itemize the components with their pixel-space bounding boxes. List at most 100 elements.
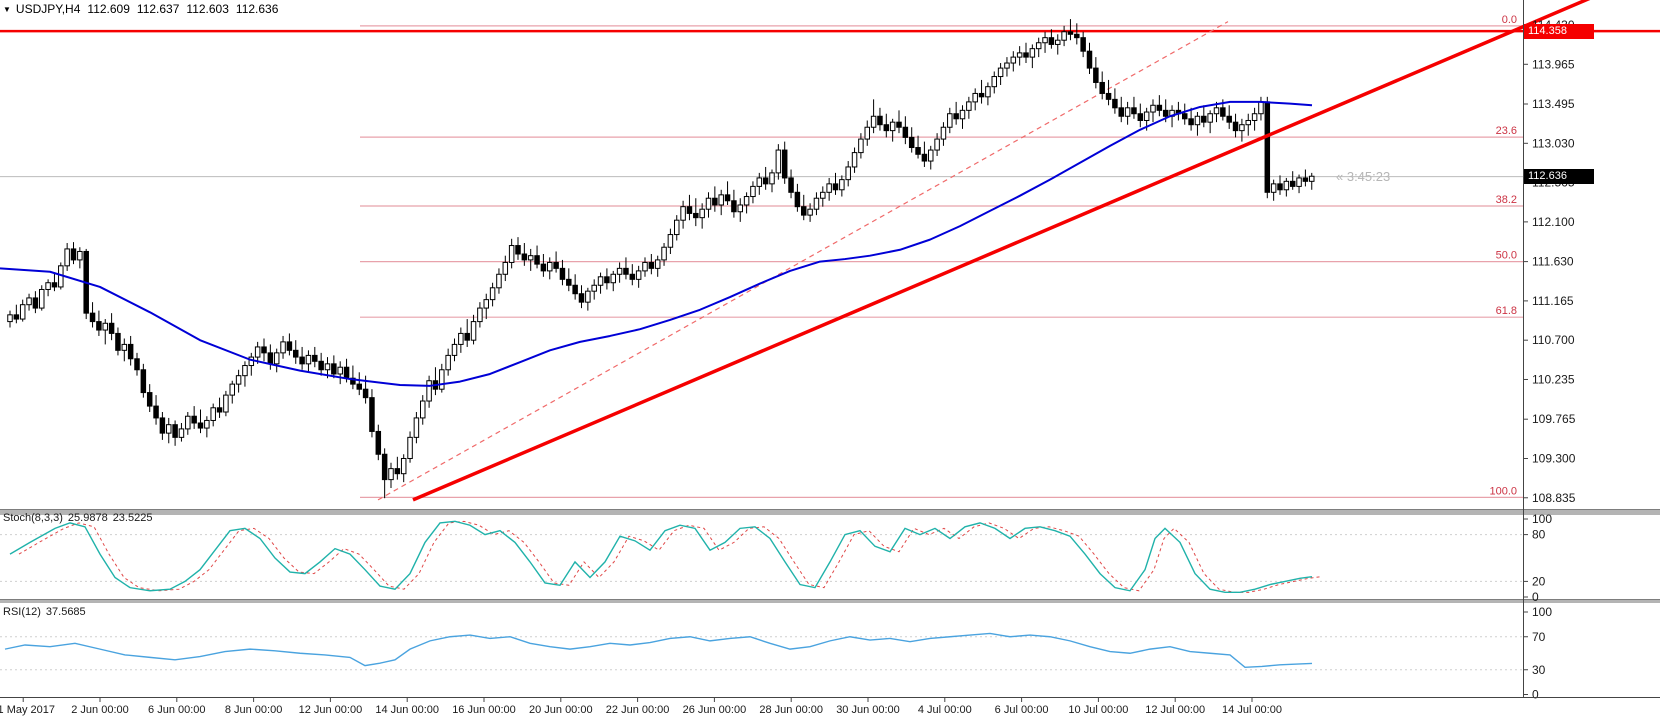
candle-bull: [699, 208, 705, 219]
price-axis-label: 110.700: [1532, 333, 1575, 347]
candle-bull: [1016, 52, 1023, 58]
candle-bull: [204, 419, 210, 429]
candle-bull: [1258, 101, 1264, 115]
time-axis-label: 14 Jul 00:00: [1222, 704, 1282, 716]
candle-bear: [464, 332, 470, 341]
candle-bull: [934, 138, 940, 151]
candle-bull: [45, 282, 51, 290]
candle-bear: [1086, 50, 1093, 69]
candle-bull: [407, 436, 413, 459]
candle-bear: [1289, 180, 1296, 187]
candle-bear: [648, 261, 655, 269]
candle-bear: [1188, 118, 1194, 126]
candle-bear: [159, 417, 166, 434]
price-axis-label: 111.630: [1532, 255, 1574, 269]
candle-bull: [185, 415, 191, 430]
candles-layer: [7, 19, 1315, 499]
candle-bull: [400, 457, 407, 475]
candle-bear: [1226, 115, 1232, 123]
candle-bear: [515, 245, 521, 255]
trendline-dashed[interactable]: [377, 21, 1229, 501]
candle-bear: [724, 194, 731, 202]
time-axis-label: 8 Jun 00:00: [225, 704, 283, 716]
symbol-dropdown-icon[interactable]: ▼: [3, 5, 11, 14]
candle-bull: [254, 346, 261, 358]
candle-bull: [820, 191, 826, 199]
candle-bear: [877, 115, 883, 126]
price-axis-label: 113.965: [1532, 57, 1575, 71]
candle-bull: [940, 126, 947, 140]
rsi-indicator-label: RSI(12) 37.5685: [3, 606, 86, 618]
symbol-ohlc-line[interactable]: ▼ USDJPY,H4 112.609 112.637 112.603 112.636: [3, 2, 278, 16]
candle-bear: [521, 253, 528, 261]
candle-bear: [394, 468, 401, 475]
candle-bull: [597, 276, 604, 286]
candle-bull: [674, 219, 680, 236]
candle-bull: [166, 424, 172, 434]
candle-bull: [966, 101, 972, 111]
candle-bear: [908, 136, 915, 149]
candle-bear: [312, 354, 318, 362]
price-axis-label: 111.165: [1532, 294, 1574, 308]
candle-bear: [1232, 121, 1239, 132]
candle-bear: [134, 358, 140, 371]
candle-bull: [1035, 42, 1042, 50]
time-axis[interactable]: 31 May 2017 2 Jun 00:00 6 Jun 00:00 8 Jun 0…: [0, 697, 1660, 716]
candle-bull: [477, 307, 483, 323]
candle-bull: [273, 352, 280, 365]
candle-bull: [775, 149, 782, 174]
candle-bull: [547, 261, 553, 272]
stoch-scale-label: 20: [1532, 574, 1546, 588]
candle-bear: [762, 177, 769, 185]
rsi-scale-label: 30: [1532, 663, 1546, 677]
candle-bull: [305, 354, 312, 365]
candle-bull: [1309, 175, 1315, 182]
candle-bull: [947, 113, 953, 128]
candle-bull: [680, 206, 686, 221]
candle-bear: [1131, 107, 1137, 115]
candle-bull: [19, 304, 26, 320]
candle-bear: [686, 206, 693, 214]
candle-bull: [280, 341, 286, 354]
low-value: 112.603: [186, 2, 229, 16]
candle-bear: [883, 124, 890, 132]
price-axis-label: 113.030: [1532, 136, 1575, 150]
candle-bear: [1074, 33, 1080, 39]
candle-bull: [1143, 111, 1150, 121]
candle-bull: [870, 115, 877, 128]
candle-bull: [337, 366, 343, 375]
moving-average-line[interactable]: [0, 100, 1313, 387]
candle-bear: [1099, 81, 1105, 94]
candle-bear: [108, 322, 115, 334]
fib-retracement[interactable]: 0.0 23.6 38.2 50.0 61.8 100.0: [360, 14, 1523, 498]
candle-bear: [731, 200, 737, 213]
time-axis-label: 4 Jul 00:00: [918, 704, 972, 716]
candle-bear: [172, 424, 178, 438]
candle-bull: [413, 417, 420, 438]
time-axis-label: 12 Jun 00:00: [299, 704, 363, 716]
candle-bull: [991, 76, 997, 88]
candle-bull: [1029, 48, 1036, 58]
candle-bull: [705, 197, 712, 210]
trendline-solid[interactable]: [412, 0, 1660, 502]
candle-bear: [318, 360, 324, 371]
fib-level-label: 0.0: [1502, 14, 1517, 26]
candle-bear: [96, 321, 102, 331]
high-value: 112.637: [136, 2, 180, 16]
candle-bull: [223, 394, 229, 413]
bar-countdown-timer: « 3:45:23: [1336, 169, 1391, 184]
price-axis[interactable]: 114.430113.965113.495113.030112.565112.1…: [1523, 0, 1576, 702]
time-axis-label: 26 Jun 00:00: [683, 704, 747, 716]
panel-separators: [0, 509, 1660, 603]
candle-bear: [1220, 107, 1226, 117]
candle-bull: [324, 363, 331, 371]
candle-bear: [375, 430, 382, 455]
candle-bull: [445, 354, 451, 371]
candle-bull: [470, 321, 477, 341]
rsi-value: 37.5685: [45, 606, 86, 618]
candle-bull: [813, 197, 820, 210]
stoch-indicator-label: Stoch(8,3,3) 25.9878 23.5225: [3, 512, 152, 524]
candle-bear: [350, 377, 356, 385]
rsi-scale-label: 100: [1532, 605, 1552, 619]
